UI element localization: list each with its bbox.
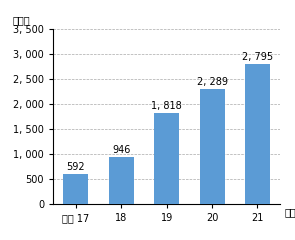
Text: 946: 946 — [112, 145, 130, 155]
Text: （年）: （年） — [284, 207, 295, 217]
Text: 2, 289: 2, 289 — [196, 78, 227, 87]
Bar — [245, 64, 270, 204]
Bar — [109, 157, 134, 204]
Bar — [63, 174, 88, 204]
Bar — [154, 113, 179, 204]
Text: 592: 592 — [67, 162, 85, 172]
Text: 2, 795: 2, 795 — [242, 52, 273, 62]
Text: 1, 818: 1, 818 — [151, 101, 182, 111]
Bar — [200, 90, 224, 204]
Text: （件）: （件） — [12, 15, 30, 25]
